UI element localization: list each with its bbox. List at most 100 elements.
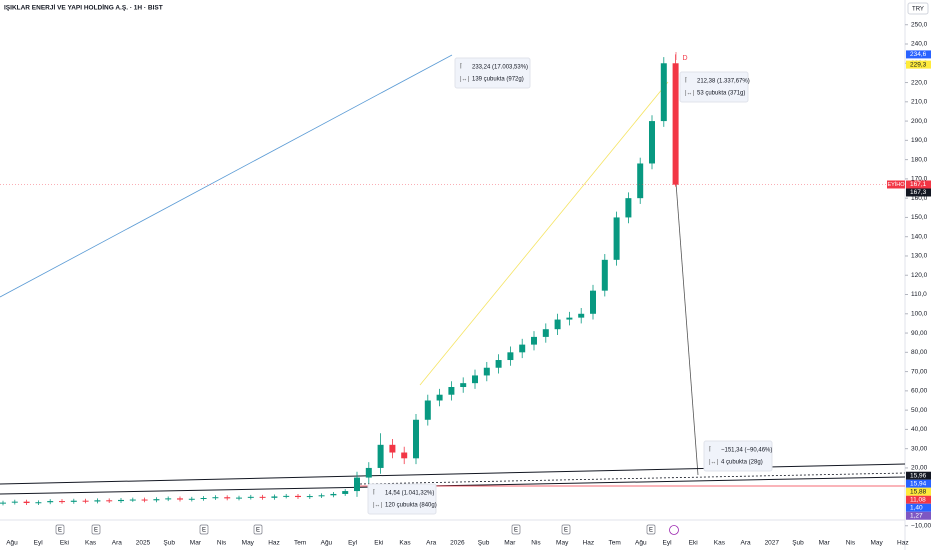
price-label: 229,3 — [910, 61, 927, 68]
event-box[interactable] — [561, 524, 571, 535]
x-tick-label: Eki — [60, 540, 69, 547]
measure-icon: |↔| — [685, 91, 695, 97]
candle-body — [578, 313, 585, 318]
event-box[interactable] — [646, 524, 656, 535]
y-tick-label: 30,00 — [911, 445, 928, 452]
event-box[interactable] — [91, 524, 101, 535]
x-tick-label: Ara — [112, 540, 123, 547]
price-label-box — [906, 503, 931, 512]
x-tick-label: Eyl — [348, 540, 358, 547]
candle-body — [11, 501, 18, 503]
x-tick-label: Ara — [426, 540, 437, 547]
y-tick-label: 60,00 — [911, 388, 928, 395]
y-tick-label: 50,00 — [911, 407, 928, 414]
event-label: E — [94, 527, 98, 533]
candle-body — [236, 497, 242, 499]
x-tick-label: Ara — [741, 540, 752, 547]
event-box[interactable] — [253, 524, 263, 535]
y-tick-label: 240,0 — [911, 41, 928, 48]
price-label: 15,96 — [910, 472, 927, 479]
price-label-box — [906, 479, 931, 488]
candle-body — [377, 444, 384, 468]
measure-text: 4 çubukta (28g) — [721, 460, 763, 466]
event-label: E — [649, 527, 653, 533]
candle-body — [212, 497, 219, 499]
measure-icon: |↔| — [373, 503, 383, 509]
y-tick-label: 80,00 — [911, 349, 928, 356]
price-label: 1,40 — [910, 504, 923, 511]
candle-body — [424, 400, 431, 420]
x-tick-label: Eki — [374, 540, 383, 547]
candle-body — [483, 367, 490, 376]
price-label: 15,94 — [910, 480, 927, 487]
candle-body — [625, 198, 632, 218]
x-tick-label: 2025 — [136, 540, 151, 547]
trend-line — [419, 81, 669, 386]
marker: D — [682, 55, 687, 62]
candle-body — [436, 394, 443, 401]
measure-icon: |↔| — [709, 460, 719, 466]
y-tick-label: 110,0 — [911, 291, 927, 298]
candle-body — [23, 501, 30, 504]
symbol-tag: EYİHO — [887, 181, 905, 188]
measure-icon: Ī — [373, 490, 375, 497]
measure-icon: Ī — [709, 447, 711, 454]
x-tick-label: Şub — [478, 540, 490, 547]
x-tick-label: May — [242, 540, 255, 547]
y-tick-label: 180,0 — [911, 156, 928, 163]
candle-body — [295, 495, 301, 498]
event-label: E — [58, 527, 62, 533]
x-tick-label: Şub — [163, 540, 175, 547]
x-tick-label: Ağu — [635, 540, 647, 547]
y-tick-label: 40,00 — [911, 426, 928, 433]
measure-box — [454, 57, 531, 89]
candle-body — [613, 217, 620, 260]
candle-body — [70, 500, 77, 502]
y-tick-label: 160,0 — [911, 195, 928, 202]
price-label: 1,27 — [910, 512, 923, 519]
candle-body — [542, 329, 549, 337]
x-tick-label: Haz — [583, 540, 595, 547]
y-tick-label: 20,00 — [911, 465, 928, 472]
candle-body — [495, 360, 502, 368]
candle-body — [118, 499, 124, 502]
y-tick-label: 130,0 — [911, 253, 928, 260]
event-label: E — [514, 527, 518, 533]
y-tick-label: −10,00 — [911, 522, 931, 529]
candle-body — [330, 493, 337, 496]
y-tick-label: 150,0 — [911, 214, 928, 221]
price-label-box — [906, 487, 931, 496]
x-tick-label: Haz — [897, 540, 909, 547]
x-tick-label: Mar — [819, 540, 831, 547]
event-box[interactable] — [55, 524, 65, 535]
y-tick-label: 90,00 — [911, 330, 928, 337]
candle-body — [401, 452, 408, 459]
dividend-icon[interactable] — [669, 525, 679, 535]
symbol-tag-box — [887, 180, 905, 189]
event-box[interactable] — [199, 524, 209, 535]
trend-line — [0, 54, 453, 298]
measure-text: 233,24 (17.003,53%) — [472, 65, 528, 71]
candle-body — [188, 498, 195, 500]
measure-text: 14,54 (1.041,32%) — [385, 491, 434, 497]
event-label: E — [256, 527, 260, 533]
x-tick-label: Kas — [714, 540, 726, 547]
currency-box[interactable] — [907, 2, 929, 15]
x-tick-label: Mar — [190, 540, 202, 547]
y-tick-label: 140,0 — [911, 233, 928, 240]
x-tick-label: Mar — [504, 540, 516, 547]
y-tick-label: 190,0 — [911, 137, 928, 144]
trend-line — [675, 182, 699, 476]
event-box[interactable] — [511, 524, 521, 535]
y-tick-label: 250,0 — [911, 21, 928, 28]
candle-body — [35, 502, 42, 504]
y-tick-label: 120,0 — [911, 272, 928, 279]
y-tick-label: 220,0 — [911, 79, 928, 86]
measure-text: 120 çubukta (840g) — [385, 503, 437, 509]
x-tick-label: Eyl — [34, 540, 44, 547]
candle-body — [59, 501, 65, 503]
y-tick-label: 200,0 — [911, 118, 928, 125]
candle-body — [660, 63, 667, 122]
event-label: E — [564, 527, 568, 533]
